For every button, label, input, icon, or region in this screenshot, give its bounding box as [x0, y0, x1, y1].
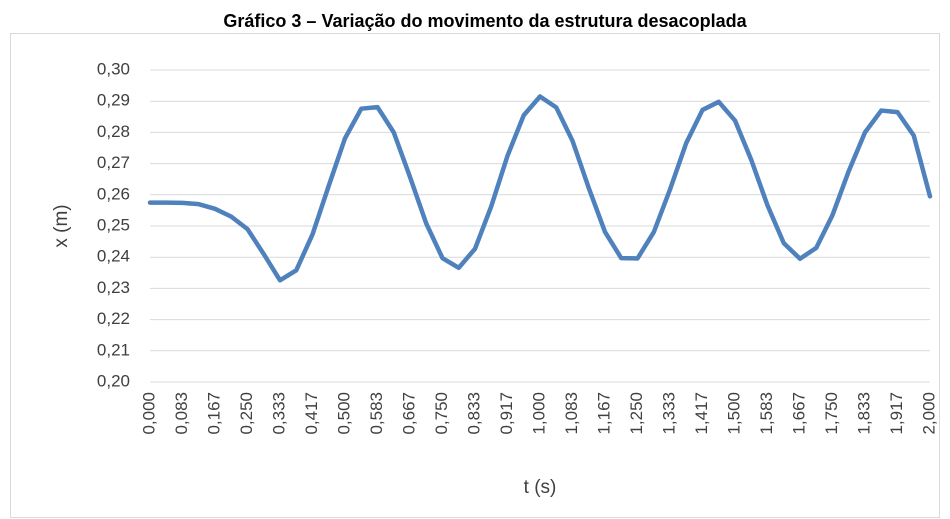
chart-frame [10, 33, 940, 518]
x-tick-label: 1,083 [562, 392, 581, 435]
x-tick-label: 0,750 [432, 392, 451, 435]
y-tick-label: 0,28 [97, 122, 130, 141]
x-tick-label: 0,083 [172, 392, 191, 435]
chart-title: Gráfico 3 – Variação do movimento da est… [223, 11, 747, 31]
x-tick-label: 1,917 [887, 392, 906, 435]
x-tick-label: 0,667 [399, 392, 418, 435]
x-tick-label: 0,000 [139, 392, 158, 435]
x-tick-label: 0,417 [302, 392, 321, 435]
y-tick-label: 0,21 [97, 340, 130, 359]
y-tick-label: 0,30 [97, 59, 130, 78]
x-tick-label: 1,000 [529, 392, 548, 435]
x-tick-label: 1,250 [627, 392, 646, 435]
y-tick-label: 0,25 [97, 215, 130, 234]
y-tick-label: 0,24 [97, 247, 130, 266]
x-tick-label: 1,750 [822, 392, 841, 435]
x-tick-label: 1,500 [724, 392, 743, 435]
x-tick-label: 1,417 [692, 392, 711, 435]
y-tick-label: 0,20 [97, 371, 130, 390]
data-line [147, 94, 933, 283]
x-tick-label: 1,667 [789, 392, 808, 435]
x-tick-label: 0,250 [237, 392, 256, 435]
y-tick-label: 0,23 [97, 278, 130, 297]
y-tick-label: 0,22 [97, 309, 130, 328]
x-tick-label: 1,167 [594, 392, 613, 435]
y-tick-label: 0,29 [97, 91, 130, 110]
x-tick-label: 0,833 [464, 392, 483, 435]
x-tick-label: 1,583 [757, 392, 776, 435]
x-axis-title: t (s) [524, 477, 557, 498]
x-tick-label: 0,500 [334, 392, 353, 435]
x-tick-label: 0,583 [367, 392, 386, 435]
y-tick-label: 0,26 [97, 184, 130, 203]
x-tick-label: 1,333 [659, 392, 678, 435]
y-axis-title: x (m) [51, 204, 72, 247]
y-tick-label: 0,27 [97, 153, 130, 172]
x-tick-label: 0,333 [269, 392, 288, 435]
x-tick-label: 0,917 [497, 392, 516, 435]
x-tick-label: 2,000 [919, 392, 938, 435]
x-tick-label: 0,167 [204, 392, 223, 435]
x-tick-label: 1,833 [854, 392, 873, 435]
